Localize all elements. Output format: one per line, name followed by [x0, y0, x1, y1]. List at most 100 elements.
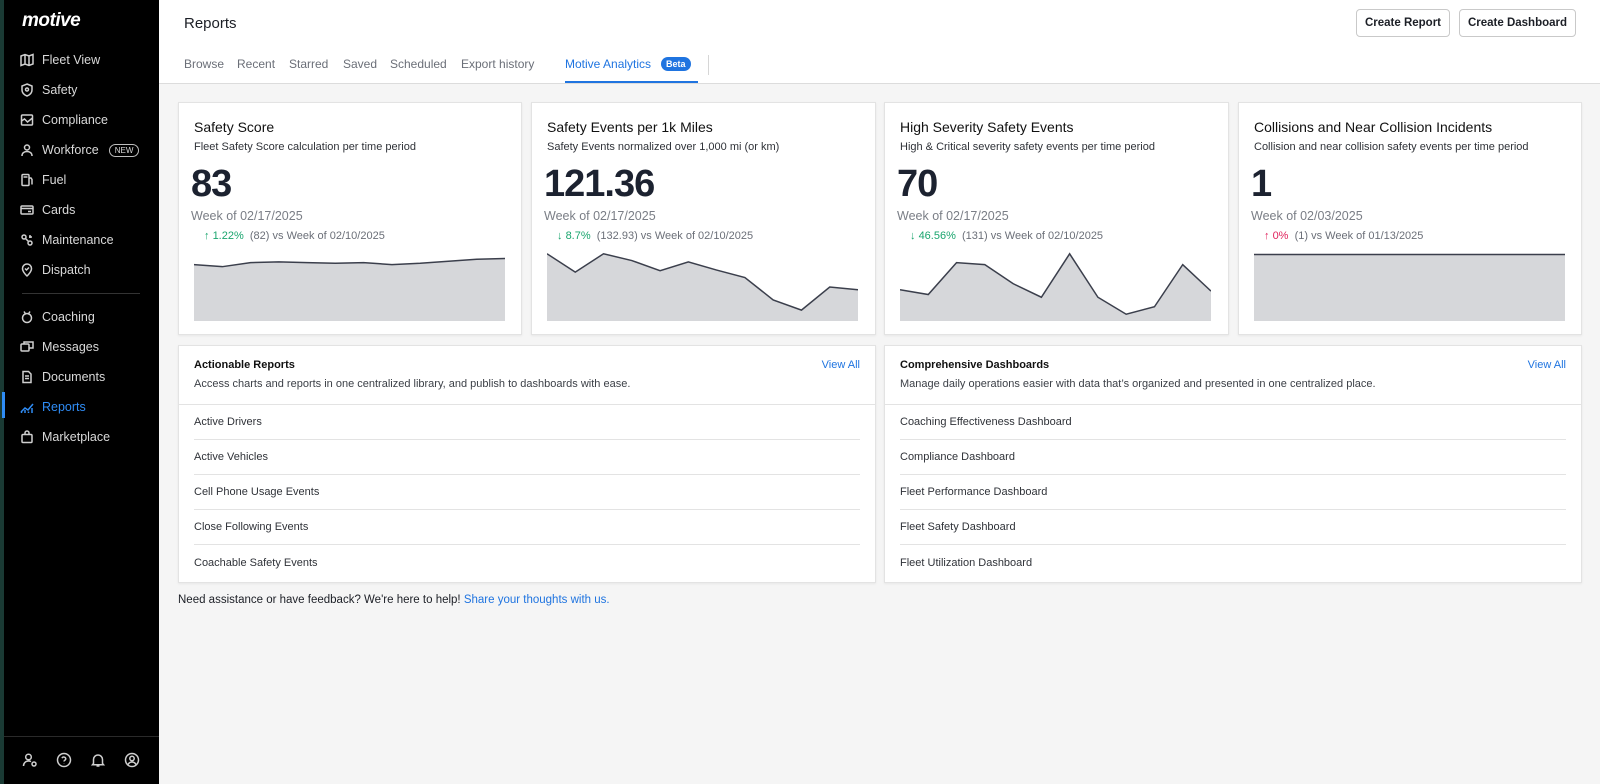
sidebar-item-fleet-view[interactable]: Fleet View — [20, 47, 150, 73]
sidebar-item-label: Documents — [42, 370, 106, 384]
sidebar-item-maintenance[interactable]: Maintenance — [20, 227, 150, 253]
sidebar: motive Fleet View Safety Compliance Work… — [0, 0, 159, 784]
sidebar-item-marketplace[interactable]: Marketplace — [20, 424, 150, 450]
metric-card-high-severity[interactable]: High Severity Safety Events High & Criti… — [884, 102, 1229, 335]
metric-change: ↑ 1.22% (82) vs Week of 02/10/2025 — [204, 230, 385, 242]
panel-title: Actionable Reports — [194, 359, 295, 371]
help-icon[interactable] — [56, 752, 72, 768]
trend-arrow-icon: ↓ — [910, 230, 916, 242]
tab-motive-analytics[interactable]: Motive Analytics — [565, 57, 652, 71]
sidebar-item-label: Workforce — [42, 143, 99, 157]
view-all-reports-link[interactable]: View All — [821, 359, 860, 371]
tab-starred[interactable]: Starred — [289, 57, 329, 71]
list-item[interactable]: Coachable Safety Events — [194, 556, 318, 569]
list-item[interactable]: Fleet Performance Dashboard — [900, 475, 1566, 510]
metric-title: Safety Score — [194, 119, 275, 135]
sparkline-area — [194, 258, 505, 321]
sidebar-item-label: Safety — [42, 83, 78, 97]
metric-change: ↑ 0% (1) vs Week of 01/13/2025 — [1264, 230, 1423, 242]
feedback-link[interactable]: Share your thoughts with us. — [463, 594, 610, 606]
user-settings-icon[interactable] — [22, 752, 38, 768]
sparkline-line — [194, 257, 505, 268]
card-icon — [20, 203, 34, 217]
feedback-message: Need assistance or have feedback? We're … — [178, 594, 464, 606]
metric-value: 1 — [1251, 163, 1272, 205]
person-icon — [20, 143, 34, 157]
sidebar-item-compliance[interactable]: Compliance — [20, 107, 150, 133]
change-percent: 46.56% — [918, 230, 956, 242]
sidebar-item-label: Compliance — [42, 113, 109, 127]
coaching-icon — [20, 310, 34, 324]
page-header: Reports Create Report Create Dashboard B… — [159, 0, 1600, 84]
sidebar-item-coaching[interactable]: Coaching — [20, 304, 150, 330]
wrench-icon — [20, 233, 34, 247]
active-tab-underline — [565, 81, 698, 83]
list-item[interactable]: Coaching Effectiveness Dashboard — [900, 405, 1566, 440]
sidebar-item-dispatch[interactable]: Dispatch — [20, 257, 150, 283]
list-item[interactable]: Fleet Safety Dashboard — [900, 510, 1566, 545]
actionable-reports-panel: Actionable Reports Access charts and rep… — [178, 345, 876, 583]
list-item[interactable]: Cell Phone Usage Events — [194, 475, 860, 510]
sparkline-chart — [1254, 253, 1565, 321]
sidebar-item-label: Reports — [42, 400, 86, 414]
list-item[interactable]: Active Drivers — [194, 405, 860, 440]
bag-icon — [20, 430, 34, 444]
compliance-icon — [20, 113, 34, 127]
feedback-text: Need assistance or have feedback? We're … — [178, 594, 610, 606]
sidebar-item-label: Cards — [42, 203, 76, 217]
bell-icon[interactable] — [90, 752, 106, 768]
list-item[interactable]: Active Vehicles — [194, 440, 860, 475]
metric-title: Collisions and Near Collision Incidents — [1254, 119, 1493, 135]
change-comparison: (132.93) vs Week of 02/10/2025 — [596, 230, 754, 242]
sparkline-area — [900, 253, 1211, 321]
sidebar-item-fuel[interactable]: Fuel — [20, 167, 150, 193]
metric-subtitle: Fleet Safety Score calculation per time … — [194, 141, 416, 153]
sidebar-item-documents[interactable]: Documents — [20, 364, 150, 390]
tab-saved[interactable]: Saved — [343, 57, 378, 71]
sidebar-item-workforce[interactable]: Workforce NEW — [20, 137, 150, 163]
sidebar-item-reports[interactable]: Reports — [20, 394, 150, 420]
metric-card-safety-score[interactable]: Safety Score Fleet Safety Score calculat… — [178, 102, 522, 335]
panel-description: Manage daily operations easier with data… — [900, 378, 1376, 390]
metric-card-collisions[interactable]: Collisions and Near Collision Incidents … — [1238, 102, 1582, 335]
comprehensive-dashboards-panel: Comprehensive Dashboards Manage daily op… — [884, 345, 1582, 583]
view-all-dashboards-link[interactable]: View All — [1527, 359, 1566, 371]
tab-scheduled[interactable]: Scheduled — [390, 57, 447, 71]
tab-export-history[interactable]: Export history — [461, 57, 535, 71]
sidebar-item-safety[interactable]: Safety — [20, 77, 150, 103]
sparkline-line — [547, 252, 858, 311]
sidebar-item-cards[interactable]: Cards — [20, 197, 150, 223]
metric-week: Week of 02/17/2025 — [897, 209, 1009, 223]
change-comparison: (82) vs Week of 02/10/2025 — [249, 230, 385, 242]
metric-card-safety-events[interactable]: Safety Events per 1k Miles Safety Events… — [531, 102, 876, 335]
location-pin-icon — [20, 263, 34, 278]
tab-divider — [708, 55, 709, 75]
tab-recent[interactable]: Recent — [237, 57, 276, 71]
sidebar-item-label: Messages — [42, 340, 99, 354]
list-item[interactable]: Compliance Dashboard — [900, 440, 1566, 475]
create-dashboard-button[interactable]: Create Dashboard — [1459, 9, 1576, 37]
sparkline-chart — [900, 252, 1211, 321]
sidebar-item-messages[interactable]: Messages — [20, 334, 150, 360]
trend-arrow-icon: ↑ — [1264, 230, 1270, 242]
sidebar-bottom-divider — [4, 736, 159, 737]
account-icon[interactable] — [124, 752, 140, 768]
metric-value: 70 — [897, 163, 938, 205]
new-badge: NEW — [108, 143, 140, 157]
sidebar-item-label: Fuel — [42, 173, 67, 187]
panel-description: Access charts and reports in one central… — [194, 378, 631, 390]
metric-title: High Severity Safety Events — [900, 119, 1074, 135]
metric-subtitle: Safety Events normalized over 1,000 mi (… — [547, 141, 780, 153]
tab-browse[interactable]: Browse — [184, 57, 225, 71]
list-item[interactable]: Close Following Events — [194, 510, 860, 545]
sparkline-area — [547, 253, 858, 321]
motive-logo[interactable]: motive — [22, 10, 81, 31]
create-report-button[interactable]: Create Report — [1356, 9, 1450, 37]
reports-chart-icon — [20, 400, 34, 414]
panel-title: Comprehensive Dashboards — [900, 359, 1050, 371]
list-item[interactable]: Fleet Utilization Dashboard — [900, 556, 1033, 569]
metric-subtitle: Collision and near collision safety even… — [1254, 141, 1529, 153]
fuel-icon — [20, 173, 34, 187]
messages-icon — [20, 340, 34, 354]
metric-week: Week of 02/17/2025 — [544, 209, 656, 223]
